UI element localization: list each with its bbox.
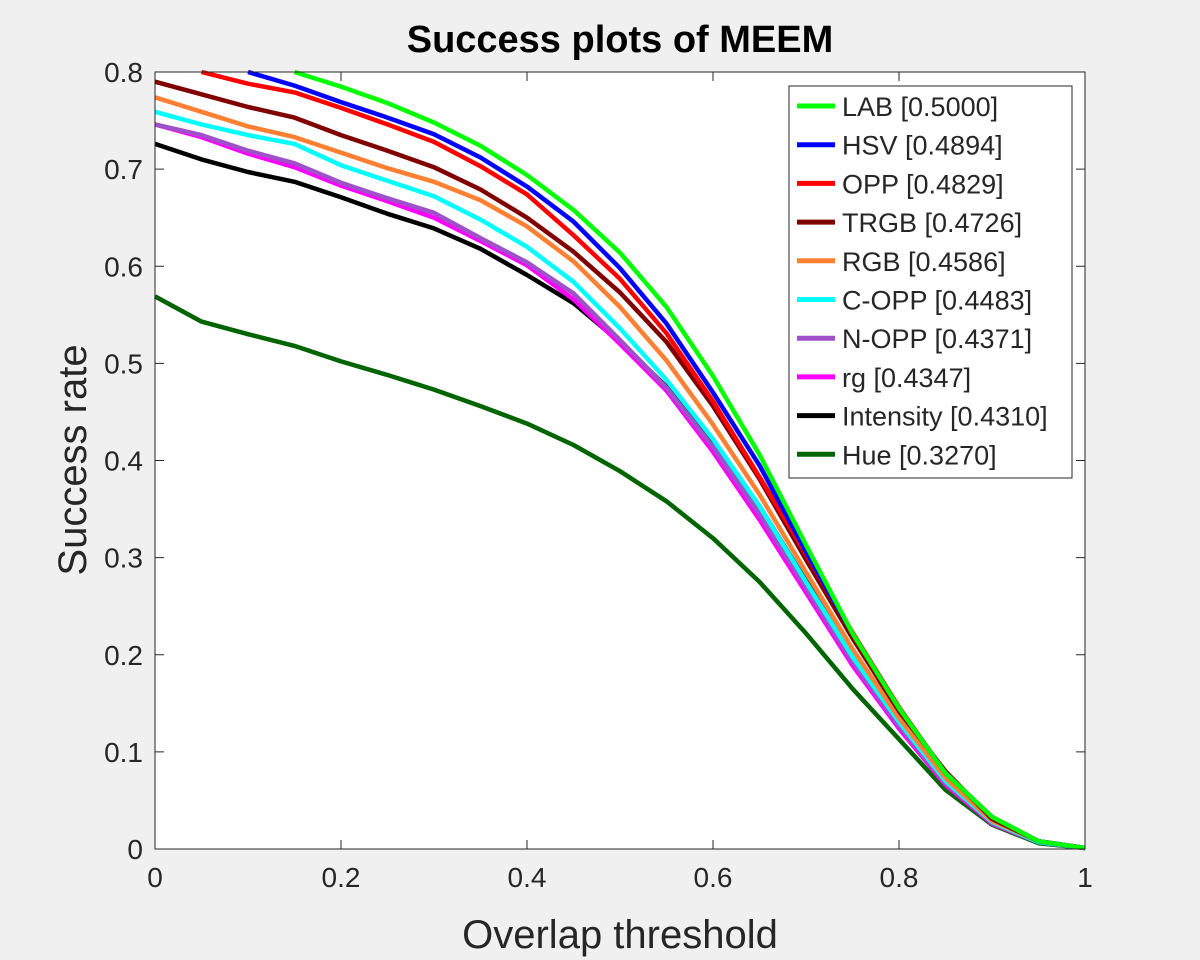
x-tick-label: 0.2 (322, 862, 361, 893)
legend-entry: Hue [0.3270] (842, 440, 997, 470)
x-tick-label: 0.8 (880, 862, 919, 893)
legend-entry: Intensity [0.4310] (842, 402, 1048, 432)
legend-entry: LAB [0.5000] (842, 92, 998, 122)
x-tick-label: 1 (1077, 862, 1093, 893)
y-tick-label: 0.8 (104, 57, 143, 88)
legend-entry: N-OPP [0.4371] (842, 324, 1032, 354)
y-tick-label: 0.1 (104, 737, 143, 768)
x-tick-label: 0.6 (694, 862, 733, 893)
y-tick-label: 0.5 (104, 348, 143, 379)
legend-entry: C-OPP [0.4483] (842, 286, 1032, 316)
legend-entry: HSV [0.4894] (842, 131, 1003, 161)
y-tick-label: 0.3 (104, 543, 143, 574)
series-line-hue (153, 294, 1086, 851)
y-axis-label: Success rate (51, 344, 95, 575)
y-tick-label: 0.6 (104, 251, 143, 282)
legend-entry: rg [0.4347] (842, 363, 971, 393)
series-lines (153, 69, 1086, 851)
legend-entry: RGB [0.4586] (842, 247, 1006, 277)
legend-box (788, 85, 1073, 479)
chart-title: Success plots of MEEM (407, 19, 834, 61)
series-line-rgb (154, 95, 1086, 851)
x-tick-label: 0.4 (508, 862, 547, 893)
x-tick-label: 0 (147, 862, 163, 893)
legend: LAB [0.5000] HSV [0.4894] OPP [0.4829] TRGB… (788, 85, 1073, 479)
y-tick-label: 0 (127, 834, 143, 865)
x-axis-label: Overlap threshold (462, 913, 778, 957)
y-tick-label: 0.7 (104, 154, 143, 185)
series-line-lab (293, 69, 1086, 851)
y-tick-label: 0.2 (104, 640, 143, 671)
legend-entry: TRGB [0.4726] (842, 208, 1022, 238)
legend-entry: OPP [0.4829] (842, 169, 1004, 199)
axis-ticks: 0 0.2 0.4 0.6 0.8 1 0 0.1 0.2 0.3 0.4 0.5 0.6 0.7 0.8 (104, 57, 1093, 893)
y-tick-label: 0.4 (104, 446, 143, 477)
